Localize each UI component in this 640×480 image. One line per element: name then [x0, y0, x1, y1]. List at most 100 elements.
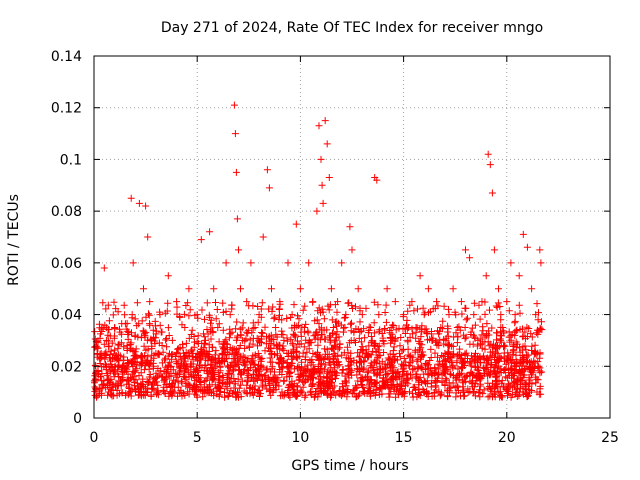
data-point: [380, 340, 388, 348]
data-point: [226, 362, 234, 370]
data-point: [277, 354, 285, 362]
data-point: [210, 285, 218, 293]
data-point: [444, 366, 452, 374]
data-point: [469, 389, 477, 397]
data-point: [501, 357, 508, 365]
data-point: [206, 228, 214, 236]
data-point: [322, 386, 330, 394]
data-point: [171, 369, 179, 377]
data-point: [135, 199, 143, 207]
data-point: [318, 360, 325, 368]
data-point: [511, 378, 519, 386]
data-point: [271, 381, 279, 389]
data-point: [490, 246, 498, 254]
data-point: [439, 325, 447, 333]
data-point: [536, 364, 544, 372]
data-point: [487, 340, 495, 348]
data-point: [124, 327, 132, 335]
data-point: [344, 371, 352, 378]
data-point: [421, 360, 429, 368]
data-point: [449, 363, 457, 371]
data-point: [492, 359, 500, 367]
data-point: [325, 306, 333, 314]
data-point: [415, 390, 423, 398]
data-point: [445, 311, 453, 319]
data-point: [108, 339, 116, 347]
y-tick-label: 0.04: [51, 308, 82, 324]
data-point: [187, 362, 195, 370]
data-point: [515, 301, 523, 309]
data-point: [354, 326, 362, 333]
data-point: [309, 298, 317, 306]
data-point: [526, 366, 534, 374]
data-point: [442, 358, 450, 366]
data-point: [497, 338, 505, 346]
data-point: [181, 324, 189, 331]
data-point: [504, 392, 511, 400]
data-point: [161, 354, 169, 362]
x-tick-labels: 0 5 10 15 20 25: [90, 430, 619, 446]
data-point: [341, 388, 349, 396]
data-point: [191, 374, 199, 382]
data-point: [232, 349, 240, 357]
data-point: [371, 358, 379, 366]
data-point: [332, 391, 340, 399]
data-point: [299, 349, 307, 357]
data-point: [329, 344, 337, 352]
data-point: [329, 354, 337, 362]
data-point: [468, 379, 476, 387]
data-point: [108, 392, 116, 400]
data-point: [233, 350, 241, 358]
y-tick-label: 0.06: [51, 256, 82, 272]
data-point: [286, 393, 294, 401]
data-point: [408, 374, 416, 382]
data-point: [481, 355, 489, 363]
data-point: [478, 344, 486, 352]
data-point: [139, 383, 147, 391]
data-point: [270, 315, 278, 323]
data-point: [174, 377, 182, 385]
data-point: [162, 374, 170, 382]
data-point: [197, 348, 205, 356]
data-point: [268, 307, 276, 315]
data-point: [293, 354, 301, 362]
data-point: [326, 359, 334, 367]
data-point: [230, 362, 238, 370]
data-point: [185, 380, 193, 388]
data-point: [176, 344, 184, 352]
data-point: [306, 368, 314, 376]
data-point: [484, 150, 492, 158]
data-point: [344, 299, 352, 307]
data-point: [101, 321, 109, 329]
data-point: [390, 381, 398, 389]
data-point: [128, 311, 136, 319]
data-point: [391, 336, 399, 344]
data-point: [383, 371, 391, 379]
data-point: [321, 335, 329, 343]
data-point: [424, 370, 432, 378]
data-point: [114, 341, 122, 349]
data-point: [144, 353, 152, 361]
data-point: [144, 360, 152, 368]
data-point: [217, 385, 225, 393]
data-point: [138, 361, 145, 369]
data-point: [416, 346, 423, 354]
data-point: [518, 377, 526, 384]
data-point: [210, 355, 218, 363]
data-point: [276, 366, 284, 373]
data-point: [422, 325, 430, 333]
data-point: [280, 377, 288, 385]
data-point: [479, 390, 487, 398]
data-point: [378, 330, 386, 337]
data-point: [235, 384, 243, 392]
data-point: [410, 307, 418, 315]
data-point: [120, 368, 128, 376]
data-point: [168, 355, 176, 363]
data-point: [532, 329, 540, 337]
data-point: [268, 358, 276, 366]
data-point: [100, 264, 108, 272]
data-point: [461, 304, 469, 312]
data-point: [474, 372, 482, 380]
data-point: [372, 389, 380, 397]
data-point: [338, 369, 346, 377]
